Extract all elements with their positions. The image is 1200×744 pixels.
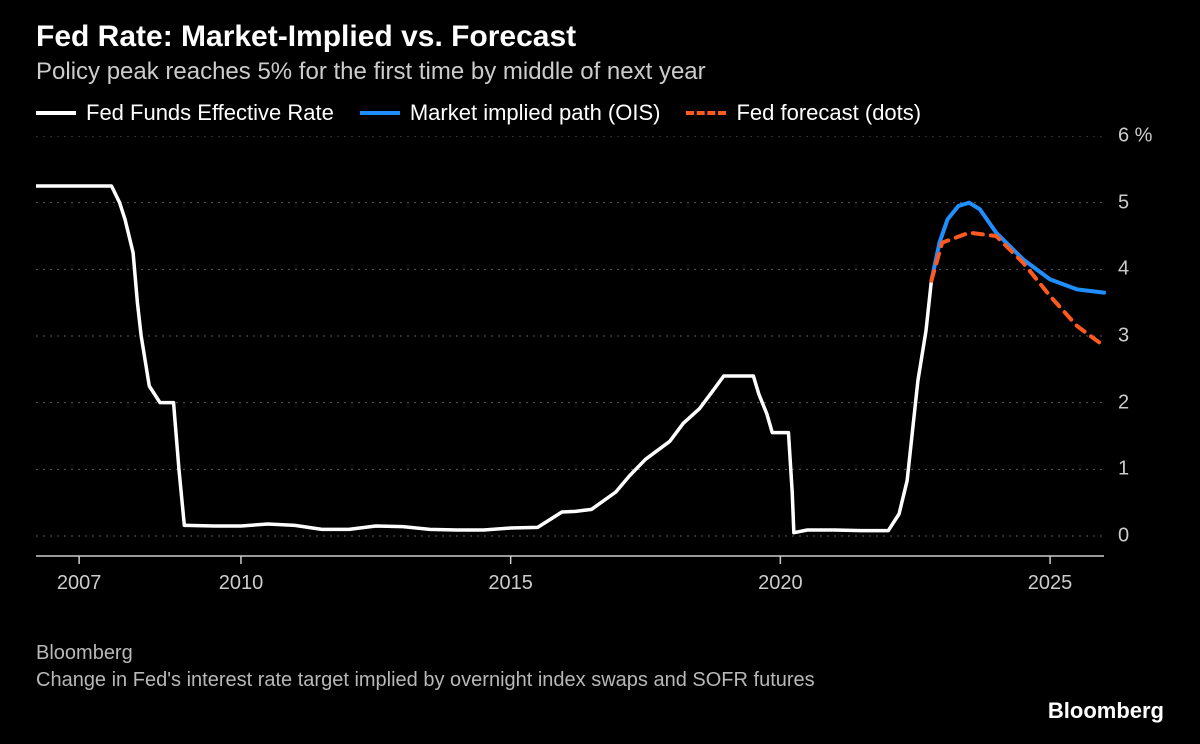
footer-note: Change in Fed's interest rate target imp… bbox=[36, 667, 936, 694]
ytick-label: 0 bbox=[1118, 525, 1129, 548]
footer-source: Bloomberg bbox=[36, 640, 936, 667]
legend: Fed Funds Effective Rate Market implied … bbox=[36, 100, 1164, 126]
ytick-label: 6 % bbox=[1118, 125, 1152, 148]
chart-area: 0123456 % 20072010201520202025 bbox=[36, 136, 1164, 576]
legend-swatch-effective bbox=[36, 111, 76, 115]
ytick-label: 5 bbox=[1118, 191, 1129, 214]
chart-title: Fed Rate: Market-Implied vs. Forecast bbox=[36, 20, 1164, 54]
legend-item-dots: Fed forecast (dots) bbox=[686, 100, 921, 126]
chart-svg bbox=[36, 136, 1164, 576]
legend-label-ois: Market implied path (OIS) bbox=[410, 100, 661, 126]
legend-item-ois: Market implied path (OIS) bbox=[360, 100, 661, 126]
ytick-label: 4 bbox=[1118, 258, 1129, 281]
legend-swatch-ois bbox=[360, 111, 400, 115]
xtick-label: 2010 bbox=[219, 572, 264, 595]
xtick-label: 2015 bbox=[488, 572, 533, 595]
legend-item-effective: Fed Funds Effective Rate bbox=[36, 100, 334, 126]
brand-label: Bloomberg bbox=[1048, 698, 1164, 724]
legend-swatch-dots bbox=[686, 111, 726, 115]
chart-footer: Bloomberg Change in Fed's interest rate … bbox=[36, 640, 936, 694]
ytick-label: 3 bbox=[1118, 325, 1129, 348]
ytick-label: 1 bbox=[1118, 458, 1129, 481]
chart-subtitle: Policy peak reaches 5% for the first tim… bbox=[36, 58, 1164, 86]
xtick-label: 2007 bbox=[57, 572, 102, 595]
ytick-label: 2 bbox=[1118, 391, 1129, 414]
xtick-label: 2020 bbox=[758, 572, 803, 595]
legend-label-effective: Fed Funds Effective Rate bbox=[86, 100, 334, 126]
xtick-label: 2025 bbox=[1028, 572, 1073, 595]
legend-label-dots: Fed forecast (dots) bbox=[736, 100, 921, 126]
